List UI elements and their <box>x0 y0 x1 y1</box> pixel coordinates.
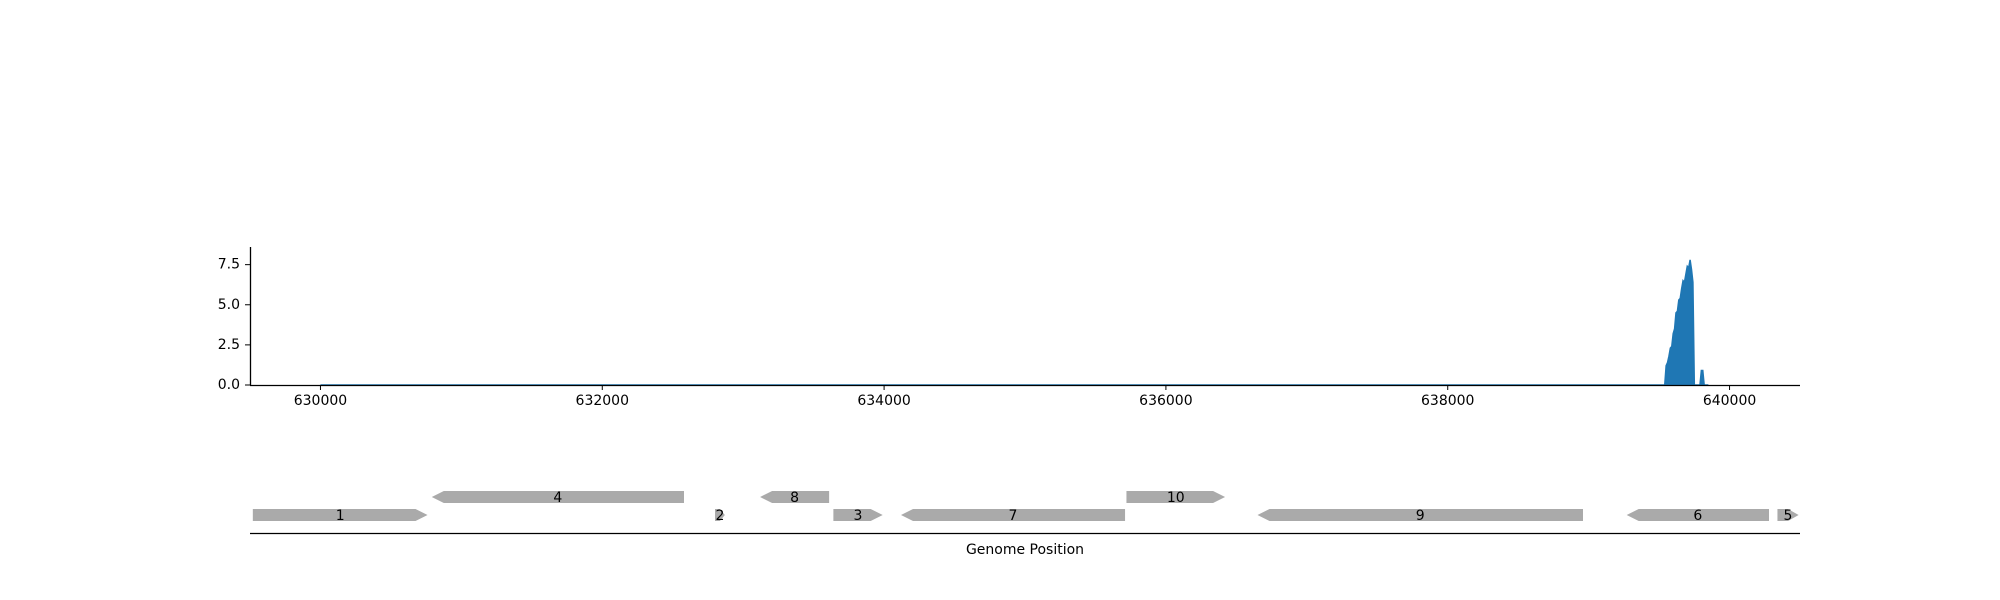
x-tick-label: 636000 <box>1139 393 1192 409</box>
coverage-series <box>320 259 1709 386</box>
gene-8-arrow <box>760 491 830 503</box>
gene-9-arrow <box>1257 509 1583 521</box>
x-tick-label: 638000 <box>1421 393 1474 409</box>
gene-6-arrow <box>1626 509 1769 521</box>
coverage-line <box>320 259 1709 386</box>
x-tick-label: 640000 <box>1703 393 1756 409</box>
x-tick-label: 634000 <box>857 393 910 409</box>
gene-10-label: 10 <box>1167 490 1185 506</box>
gene-3-label: 3 <box>854 508 863 524</box>
gene-2-arrow <box>715 509 725 521</box>
x-tick-label: 630000 <box>294 393 347 409</box>
gene-8-label: 8 <box>790 490 799 506</box>
gene-1-label: 1 <box>336 508 345 524</box>
gene-3-arrow <box>833 509 883 521</box>
gene-track: 1 4 2 8 3 7 10 9 6 5 Genome Position <box>250 490 1800 558</box>
coverage-plot: 630000 632000 634000 636000 638000 640000 0.0… <box>218 247 1800 409</box>
gene-5-arrow <box>1777 509 1799 521</box>
gene-4-arrow <box>431 491 684 503</box>
gene-7-arrow <box>901 509 1126 521</box>
y-ticks: 0.0 2.5 5.0 7.5 <box>218 257 250 393</box>
gene-4-label: 4 <box>553 490 562 506</box>
coverage-area <box>320 259 1709 385</box>
gene-2-label: 2 <box>715 508 724 524</box>
gene-track-xlabel: Genome Position <box>966 542 1084 558</box>
gene-5-label: 5 <box>1784 508 1793 524</box>
gene-7-label: 7 <box>1009 508 1018 524</box>
x-tick-label: 632000 <box>576 393 629 409</box>
gene-9-label: 9 <box>1416 508 1425 524</box>
y-tick-label: 0.0 <box>218 377 240 393</box>
y-tick-label: 5.0 <box>218 297 240 313</box>
y-tick-label: 2.5 <box>218 337 240 353</box>
genes: 1 4 2 8 3 7 10 9 6 5 <box>252 490 1799 524</box>
y-tick-label: 7.5 <box>218 257 240 273</box>
x-ticks: 630000 632000 634000 636000 638000 640000 <box>294 385 1756 409</box>
gene-1-arrow <box>252 509 428 521</box>
gene-6-label: 6 <box>1693 508 1702 524</box>
gene-10-arrow <box>1126 491 1226 503</box>
